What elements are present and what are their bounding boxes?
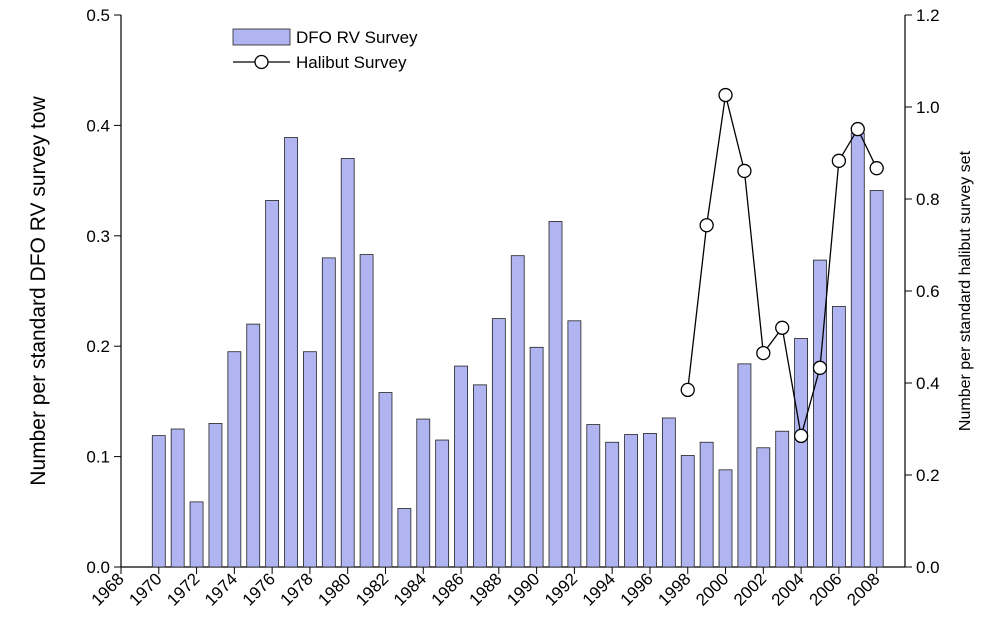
legend-swatch — [254, 54, 269, 70]
bar — [529, 346, 544, 568]
bar — [435, 439, 450, 568]
bar — [699, 441, 714, 568]
bar — [756, 447, 771, 568]
x-tick-label: 2002 — [730, 569, 770, 609]
x-tick-label: 1970 — [125, 569, 165, 609]
bar — [737, 363, 752, 568]
bar — [151, 435, 166, 568]
bar — [643, 433, 657, 568]
y2-tick-label: 1.2 — [916, 6, 940, 25]
y2-axis-title: Number per standard halibut survey set — [957, 150, 974, 431]
x-tick-label: 1972 — [163, 569, 203, 609]
marker — [699, 218, 714, 233]
bar — [586, 424, 601, 568]
y-tick-label: 0.1 — [86, 448, 110, 467]
bar — [605, 441, 620, 568]
y2-tick-label: 0.2 — [916, 466, 940, 485]
marker — [793, 428, 809, 444]
legend-label: Halibut Survey — [296, 53, 407, 72]
bar — [548, 221, 563, 568]
x-tick-label: 2008 — [843, 569, 883, 609]
bar — [265, 200, 280, 568]
marker — [737, 163, 752, 179]
x-tick-label: 1992 — [541, 569, 581, 609]
marker — [680, 382, 695, 398]
bar — [321, 257, 336, 568]
bar — [227, 351, 242, 568]
marker — [869, 161, 884, 176]
bar — [170, 428, 185, 568]
bar — [454, 365, 468, 568]
bar — [567, 320, 582, 568]
x-tick-label: 1998 — [654, 569, 694, 609]
y-tick-label: 0.3 — [86, 227, 110, 246]
x-tick-label: 1986 — [428, 569, 468, 609]
legend-label: DFO RV Survey — [296, 28, 418, 47]
marker — [775, 320, 790, 335]
x-tick-label: 1974 — [201, 569, 241, 609]
bar — [718, 469, 733, 568]
bar — [869, 190, 884, 568]
bar — [473, 384, 487, 568]
x-tick-label: 1976 — [239, 569, 279, 609]
bar — [397, 508, 412, 568]
bar — [303, 351, 317, 568]
marker — [718, 87, 733, 103]
bar — [378, 392, 393, 568]
y-tick-label: 0.2 — [86, 337, 110, 356]
bar — [416, 418, 431, 568]
y-tick-label: 0.5 — [86, 6, 110, 25]
x-tick-label: 1990 — [503, 569, 543, 609]
y2-tick-label: 0.6 — [916, 282, 940, 301]
bar — [680, 455, 695, 568]
bar — [189, 501, 204, 568]
line — [687, 94, 878, 437]
bar — [775, 430, 790, 568]
bar — [246, 323, 261, 568]
marker — [831, 153, 847, 168]
bar — [208, 423, 223, 568]
x-tick-label: 2000 — [692, 569, 732, 609]
marker — [850, 121, 865, 137]
y-tick-label: 0.4 — [86, 116, 110, 135]
x-tick-label: 1994 — [579, 569, 619, 609]
x-tick-label: 1978 — [277, 569, 317, 609]
bar — [661, 417, 676, 568]
y2-tick-label: 0.0 — [916, 558, 940, 577]
bar — [850, 132, 865, 568]
legend-swatch — [232, 28, 291, 46]
y2-tick-label: 1.0 — [916, 98, 940, 117]
y2-tick-label: 0.4 — [916, 374, 940, 393]
bar — [491, 318, 506, 568]
x-tick-label: 1982 — [352, 569, 392, 609]
bar — [284, 137, 298, 568]
bar — [624, 434, 638, 568]
marker — [812, 360, 828, 375]
x-tick-label: 1988 — [465, 569, 505, 609]
x-tick-label: 1980 — [314, 569, 354, 609]
x-tick-label: 1996 — [617, 569, 657, 609]
x-tick-label: 1984 — [390, 569, 430, 609]
bar — [794, 338, 808, 568]
bar — [813, 259, 827, 568]
bar — [359, 254, 374, 568]
bar — [340, 158, 355, 568]
y-axis-title: Number per standard DFO RV survey tow — [27, 95, 50, 485]
x-tick-label: 2006 — [806, 569, 846, 609]
x-tick-label: 2004 — [768, 569, 808, 609]
y-tick-label: 0.0 — [86, 558, 110, 577]
y2-tick-label: 0.8 — [916, 190, 940, 209]
bar — [510, 255, 525, 568]
marker — [756, 345, 771, 361]
bar — [831, 306, 846, 568]
